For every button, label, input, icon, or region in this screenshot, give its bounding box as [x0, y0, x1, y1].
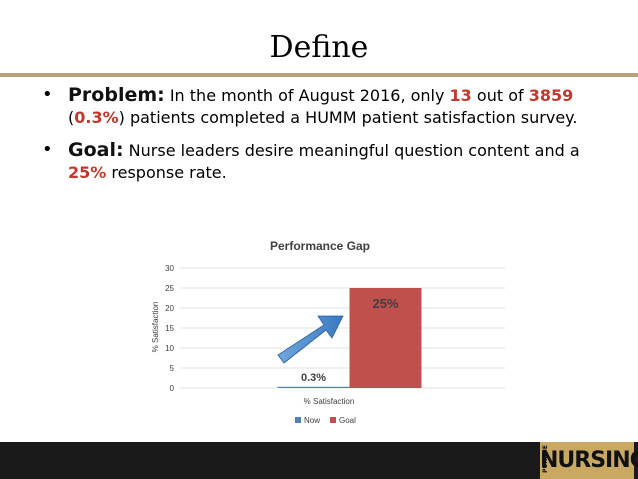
bullet-dot-icon: •	[42, 139, 53, 160]
bullet-list: • Problem: In the month of August 2016, o…	[38, 84, 613, 194]
bullet-text: (	[68, 108, 75, 127]
x-axis-label: % Satisfaction	[304, 397, 355, 406]
y-tick-label: 25	[165, 284, 174, 293]
bullet-item: • Goal: Nurse leaders desire meaningful q…	[38, 139, 613, 184]
chart-title: Performance Gap	[270, 239, 370, 253]
bullet-dot-icon: •	[42, 84, 53, 105]
data-label-goal: 25%	[372, 296, 398, 311]
highlighted-value: 25%	[68, 163, 107, 182]
logo-text: NURSING	[540, 448, 638, 473]
title-divider	[0, 73, 638, 77]
y-tick-label: 0	[170, 384, 175, 393]
bullet-keyword: Problem:	[68, 84, 165, 106]
bullet-text: ) patients completed a HUMM patient sati…	[118, 108, 578, 127]
y-tick-label: 20	[165, 304, 174, 313]
bar-goal	[349, 288, 422, 388]
legend-swatch-now	[295, 417, 301, 423]
slide-title: Define	[269, 30, 369, 65]
performance-gap-chart: Performance Gap 0 5 10 15 20 25 30 % Satisfact…	[151, 239, 505, 425]
highlighted-value: 13	[449, 86, 472, 105]
bullet-text: In the month of August 2016, only	[164, 86, 450, 105]
y-tick-label: 30	[165, 264, 174, 273]
bullet-keyword: Goal:	[68, 139, 124, 161]
bullet-text: Nurse leaders desire meaningful question…	[123, 141, 580, 160]
logo-small-text: PURDUE	[542, 445, 549, 473]
y-tick-label: 5	[170, 364, 175, 373]
bullet-text: response rate.	[106, 163, 227, 182]
bar-now	[277, 386, 350, 388]
legend-label-goal: Goal	[339, 416, 356, 425]
legend-swatch-goal	[330, 417, 336, 423]
bullet-item: • Problem: In the month of August 2016, o…	[38, 84, 613, 129]
y-tick-label: 10	[165, 344, 174, 353]
bullet-text: out of	[471, 86, 529, 105]
trend-arrow-icon	[277, 315, 344, 364]
footer-bar	[0, 442, 638, 479]
y-tick-label: 15	[165, 324, 174, 333]
data-label-now: 0.3%	[301, 372, 326, 384]
highlighted-value: 3859	[528, 86, 574, 105]
highlighted-value: 0.3%	[74, 108, 119, 127]
y-axis-label: % Satisfaction	[151, 302, 160, 353]
purdue-nursing-logo: PURDUE NURSING	[540, 442, 638, 479]
legend-label-now: Now	[304, 416, 320, 425]
